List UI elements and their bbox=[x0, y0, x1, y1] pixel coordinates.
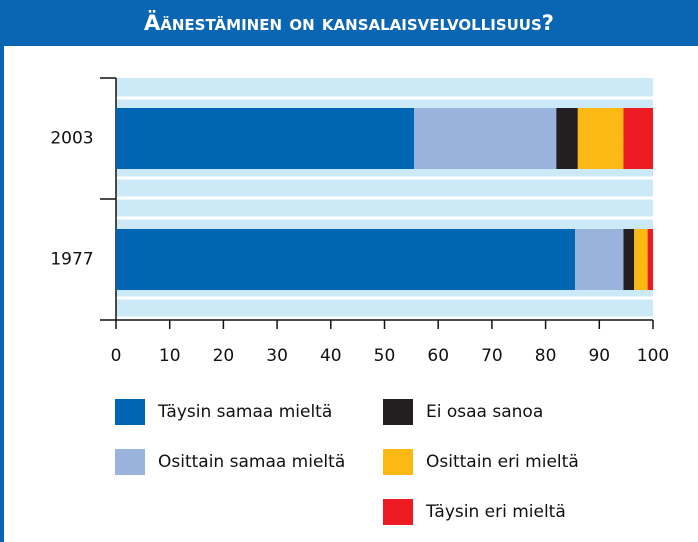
legend-label: Täysin eri mieltä bbox=[425, 502, 566, 522]
x-tick-label: 60 bbox=[427, 346, 449, 366]
stripe bbox=[116, 216, 653, 220]
x-tick-label: 0 bbox=[111, 346, 122, 366]
legend-swatch bbox=[383, 399, 413, 425]
bar-segment bbox=[647, 229, 653, 290]
header-band bbox=[0, 0, 698, 46]
x-tick-label: 80 bbox=[535, 346, 557, 366]
stripe bbox=[116, 196, 653, 200]
x-tick-label: 50 bbox=[374, 346, 396, 366]
legend-label: Täysin samaa mieltä bbox=[157, 402, 332, 422]
x-tick-label: 70 bbox=[481, 346, 503, 366]
legend-label: Ei osaa sanoa bbox=[426, 402, 543, 422]
bar-segment bbox=[623, 108, 653, 169]
left-border bbox=[0, 0, 4, 542]
x-tick-label: 90 bbox=[588, 346, 610, 366]
bar-segment bbox=[577, 108, 624, 169]
bar-segment bbox=[623, 229, 635, 290]
chart-title: Äänestäminen on kansalaisvelvollisuus? bbox=[144, 10, 554, 35]
x-tick-label: 30 bbox=[266, 346, 288, 366]
y-tick-label: 2003 bbox=[50, 129, 93, 149]
legend-label: Osittain eri mieltä bbox=[426, 452, 579, 472]
stripe bbox=[116, 96, 653, 100]
bar-segment bbox=[116, 108, 415, 169]
legend-swatch bbox=[383, 499, 413, 525]
x-tick-label: 10 bbox=[159, 346, 181, 366]
legend-swatch bbox=[115, 399, 145, 425]
legend-swatch bbox=[383, 449, 413, 475]
bar-segment bbox=[556, 108, 578, 169]
bar-segment bbox=[116, 229, 576, 290]
stripe bbox=[116, 176, 653, 180]
x-tick-label: 40 bbox=[320, 346, 342, 366]
legend-swatch bbox=[115, 449, 145, 475]
legend-label: Osittain samaa mieltä bbox=[158, 452, 345, 472]
stripe bbox=[116, 296, 653, 300]
x-tick-label: 20 bbox=[213, 346, 235, 366]
stripe bbox=[116, 316, 653, 320]
bar-segment bbox=[575, 229, 624, 290]
bar-segment bbox=[414, 108, 557, 169]
y-tick-label: 1977 bbox=[50, 250, 93, 270]
x-tick-label: 100 bbox=[637, 346, 669, 366]
bar-segment bbox=[634, 229, 648, 290]
